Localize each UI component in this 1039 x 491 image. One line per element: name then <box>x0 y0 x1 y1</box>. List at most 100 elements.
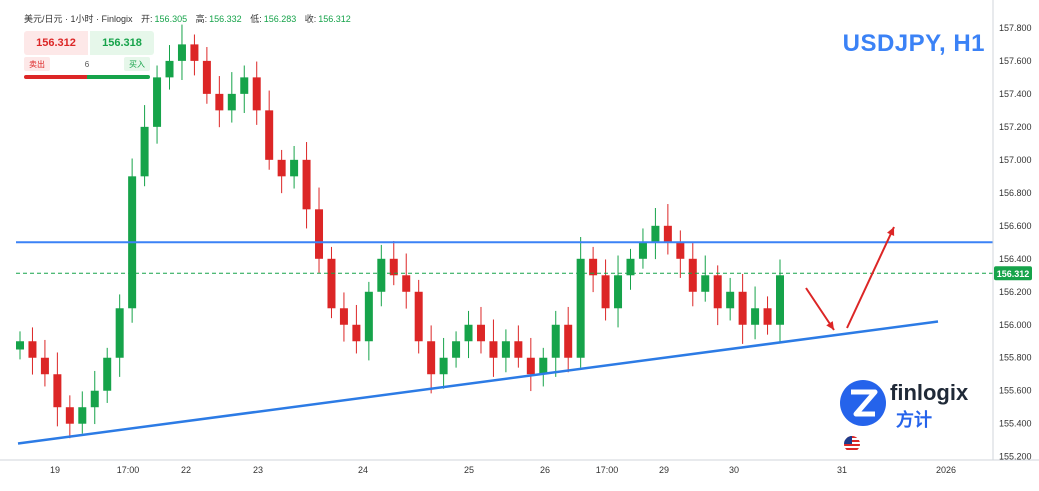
candle-body <box>526 357 535 375</box>
candle-body <box>364 291 373 342</box>
high-label: 高: <box>195 14 208 24</box>
candle-body <box>464 324 473 342</box>
symbol-info: 美元/日元 · 1小时 · Finlogix <box>24 14 133 24</box>
support-trendline <box>17 320 939 445</box>
candle-body <box>663 225 672 243</box>
x-tick-label: 17:00 <box>596 465 619 475</box>
chart-title: USDJPY, H1 <box>842 30 985 57</box>
y-tick-label: 156.400 <box>999 254 1032 264</box>
x-tick-label: 19 <box>50 465 60 475</box>
x-tick-label: 23 <box>253 465 263 475</box>
candle-body <box>476 324 485 342</box>
candle-body <box>576 258 585 358</box>
candle-body <box>90 390 99 408</box>
x-tick-label: 2026 <box>936 465 956 475</box>
forecast-arrow-down-head <box>826 321 834 330</box>
trade-panel: 156.312 156.318 卖出 6 买入 <box>24 31 154 81</box>
candle-body <box>28 341 37 358</box>
candle-body <box>103 357 112 391</box>
forecast-arrow-up <box>846 226 895 329</box>
candle-body <box>688 258 697 292</box>
candle-body <box>427 341 436 375</box>
candle-body <box>252 77 261 111</box>
x-tick-label: 17:00 <box>117 465 140 475</box>
candle-body <box>402 275 411 292</box>
candle-body <box>16 341 24 350</box>
candle-body <box>53 374 62 408</box>
buy-sentiment <box>87 75 150 79</box>
candle-body <box>776 275 784 325</box>
candle-body <box>439 357 448 375</box>
y-tick-label: 156.000 <box>999 320 1032 330</box>
x-tick-label: 30 <box>729 465 739 475</box>
x-tick-label: 29 <box>659 465 669 475</box>
candle-body <box>651 225 660 243</box>
candle-body <box>564 324 573 358</box>
sentiment-bar <box>24 75 150 79</box>
y-tick-label: 155.800 <box>999 353 1032 363</box>
candle-body <box>40 357 49 375</box>
candle-body <box>277 159 286 177</box>
candle-body <box>339 308 348 325</box>
candle-body <box>290 159 299 177</box>
candle-body <box>414 291 423 342</box>
candle-body <box>227 93 236 111</box>
candle-body <box>327 258 336 309</box>
x-tick-label: 24 <box>358 465 368 475</box>
candle-body <box>676 242 685 259</box>
high-value: 156.332 <box>209 14 242 24</box>
candle-body <box>589 258 598 276</box>
candle-body <box>265 110 274 160</box>
candle-body <box>551 324 560 358</box>
sell-button[interactable]: 卖出 <box>24 57 50 71</box>
candle-body <box>638 242 647 259</box>
open-value: 156.305 <box>154 14 188 24</box>
candle-body <box>377 258 386 292</box>
buy-button[interactable]: 买入 <box>124 57 150 71</box>
x-tick-label: 26 <box>540 465 550 475</box>
candle-body <box>701 275 710 292</box>
buy-price-button[interactable]: 156.318 <box>90 31 154 55</box>
sell-price-button[interactable]: 156.312 <box>24 31 88 55</box>
logo-wordmark: finlogix <box>890 380 969 405</box>
y-tick-label: 157.800 <box>999 23 1032 33</box>
candle-body <box>389 258 398 276</box>
y-tick-label: 156.600 <box>999 221 1032 231</box>
close-label: 收: <box>304 14 317 24</box>
candle-body <box>489 341 498 358</box>
y-tick-label: 157.000 <box>999 155 1032 165</box>
candle-body <box>215 93 224 111</box>
candle-body <box>751 308 760 325</box>
candle-body <box>302 159 311 210</box>
y-tick-label: 157.400 <box>999 89 1032 99</box>
candle-body <box>514 341 523 358</box>
candle-body <box>626 258 635 276</box>
candle-body <box>115 308 124 358</box>
candle-body <box>614 275 623 309</box>
candle-body <box>738 291 747 325</box>
finlogix-logo: finlogix 方计 <box>838 378 988 430</box>
spread-value: 6 <box>50 57 124 71</box>
x-tick-label: 25 <box>464 465 474 475</box>
candle-body <box>65 407 74 424</box>
candle-body <box>452 341 461 358</box>
candle-body <box>539 357 548 375</box>
low-value: 156.283 <box>263 14 297 24</box>
forecast-arrow-up-head <box>887 227 895 236</box>
candle-body <box>763 308 772 325</box>
y-tick-label: 155.600 <box>999 386 1032 396</box>
candle-body <box>315 209 324 259</box>
current-price-tag <box>994 266 1032 281</box>
ohlc-info-bar: 美元/日元 · 1小时 · Finlogix 开: 156.305 高: 156.3… <box>24 12 351 25</box>
y-tick-label: 156.200 <box>999 287 1032 297</box>
candle-body <box>165 60 174 78</box>
y-tick-label: 155.400 <box>999 419 1032 429</box>
y-tick-label: 157.600 <box>999 56 1032 66</box>
candle-body <box>352 324 361 342</box>
x-tick-label: 22 <box>181 465 191 475</box>
candle-body <box>501 341 510 358</box>
candle-body <box>240 77 249 94</box>
us-flag-icon <box>844 436 860 452</box>
